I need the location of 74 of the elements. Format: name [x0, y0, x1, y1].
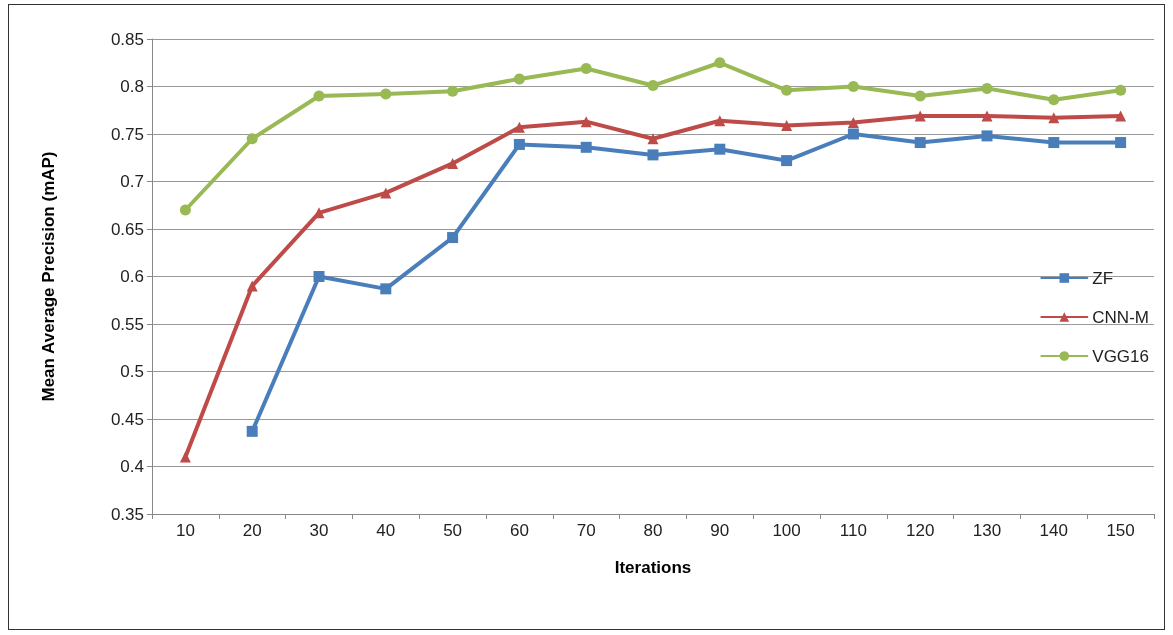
x-tick-label: 100 [772, 521, 801, 540]
x-tick-label: 10 [175, 521, 195, 540]
x-tick-label: 70 [576, 521, 596, 540]
legend-label: CNN-M [1092, 307, 1149, 327]
x-tick-label: 20 [242, 521, 262, 540]
y-tick-label: 0.7 [120, 172, 144, 191]
point [714, 143, 726, 155]
point [981, 130, 993, 142]
point [847, 117, 859, 129]
x-tick-label: 110 [839, 521, 867, 540]
point [380, 283, 392, 295]
x-tick-label: 150 [1106, 521, 1135, 540]
y-tick-label: 0.4 [120, 457, 144, 476]
point [313, 271, 325, 282]
point [714, 115, 726, 127]
point [246, 425, 258, 437]
x-tick-label: 60 [509, 521, 529, 540]
x-axis-title: Iterations [614, 558, 692, 577]
point [313, 90, 325, 102]
x-tick-label: 120 [906, 521, 935, 540]
point [246, 280, 258, 292]
point [1115, 110, 1127, 122]
point [914, 137, 926, 149]
y-tick-label: 0.8 [120, 77, 144, 96]
legend-label: ZF [1092, 268, 1114, 288]
point [847, 81, 859, 92]
point [580, 116, 592, 128]
point [781, 84, 793, 96]
point [914, 110, 926, 122]
point [647, 149, 659, 161]
point [1115, 84, 1127, 96]
point [1115, 137, 1127, 149]
point [981, 82, 993, 94]
point [380, 187, 392, 199]
point [1048, 112, 1060, 124]
legend-label: VGG16 [1092, 346, 1150, 366]
x-tick-label: 40 [376, 521, 396, 540]
point [447, 232, 459, 244]
x-tick-label: 140 [1039, 521, 1068, 540]
y-tick-label: 0.5 [120, 362, 144, 381]
y-tick-label: 0.75 [110, 124, 144, 144]
point [513, 73, 525, 85]
y-tick-label: 0.6 [120, 267, 144, 286]
point [513, 138, 525, 150]
point [447, 85, 459, 97]
x-tick-label: 80 [643, 521, 663, 540]
y-axis-title: Mean Average Precision (mAP) [39, 151, 58, 402]
point [1048, 94, 1060, 106]
point [647, 133, 659, 145]
point [981, 110, 993, 122]
x-tick-label: 50 [443, 521, 463, 540]
x-tick-label: 30 [309, 521, 329, 540]
point [914, 90, 926, 102]
point [380, 88, 392, 100]
x-tick-label: 90 [710, 521, 730, 540]
point [580, 62, 592, 74]
point [781, 119, 793, 131]
point [580, 141, 592, 153]
point [513, 121, 525, 133]
point [179, 204, 191, 216]
point [179, 451, 191, 463]
point [1048, 137, 1060, 149]
y-tick-label: 0.35 [110, 504, 144, 524]
point [647, 80, 659, 92]
point [246, 133, 258, 145]
y-tick-label: 0.85 [110, 29, 144, 49]
y-tick-label: 0.55 [110, 314, 144, 334]
y-tick-label: 0.45 [110, 409, 144, 429]
point [847, 128, 859, 140]
x-tick-label: 130 [972, 521, 1002, 540]
point [714, 57, 726, 69]
point [781, 155, 793, 167]
point [447, 157, 459, 169]
y-tick-label: 0.65 [110, 219, 144, 239]
